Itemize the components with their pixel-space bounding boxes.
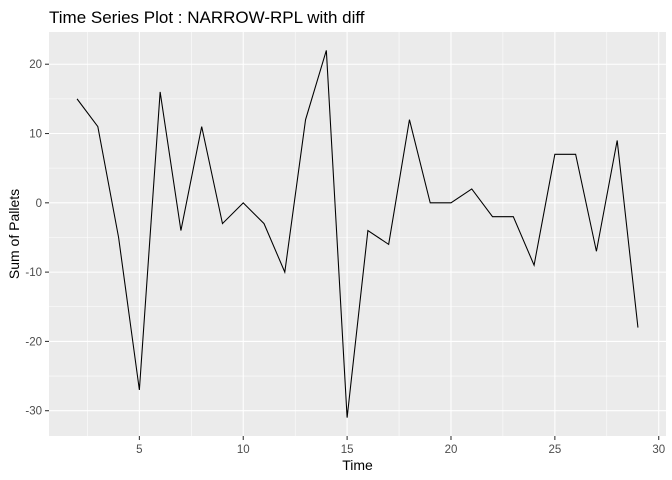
series-line bbox=[76, 50, 639, 418]
x-tick-label: 15 bbox=[341, 444, 354, 456]
x-tick-label: 30 bbox=[652, 444, 665, 456]
grid-lines bbox=[49, 32, 666, 436]
x-tick-label: 10 bbox=[237, 444, 250, 456]
y-tick-label: 0 bbox=[36, 198, 42, 210]
y-tick-label: -10 bbox=[25, 267, 42, 279]
series-layer bbox=[76, 50, 639, 418]
axis-ticks: 5 10 15 20 25 30 -30 -20 -10 0 10 20 bbox=[25, 59, 665, 456]
y-tick-label: -30 bbox=[25, 406, 42, 418]
x-tick-label: 25 bbox=[548, 444, 561, 456]
x-tick-label: 5 bbox=[136, 444, 142, 456]
x-tick-label: 20 bbox=[445, 444, 458, 456]
y-axis-title: Sum of Pallets bbox=[6, 189, 22, 279]
y-tick-label: 20 bbox=[29, 59, 42, 71]
y-tick-label: -20 bbox=[25, 336, 42, 348]
plot-panel bbox=[49, 32, 666, 436]
y-tick-label: 10 bbox=[29, 129, 42, 141]
chart-title: Time Series Plot : NARROW-RPL with diff bbox=[49, 8, 365, 27]
x-axis-title: Time bbox=[342, 457, 373, 473]
